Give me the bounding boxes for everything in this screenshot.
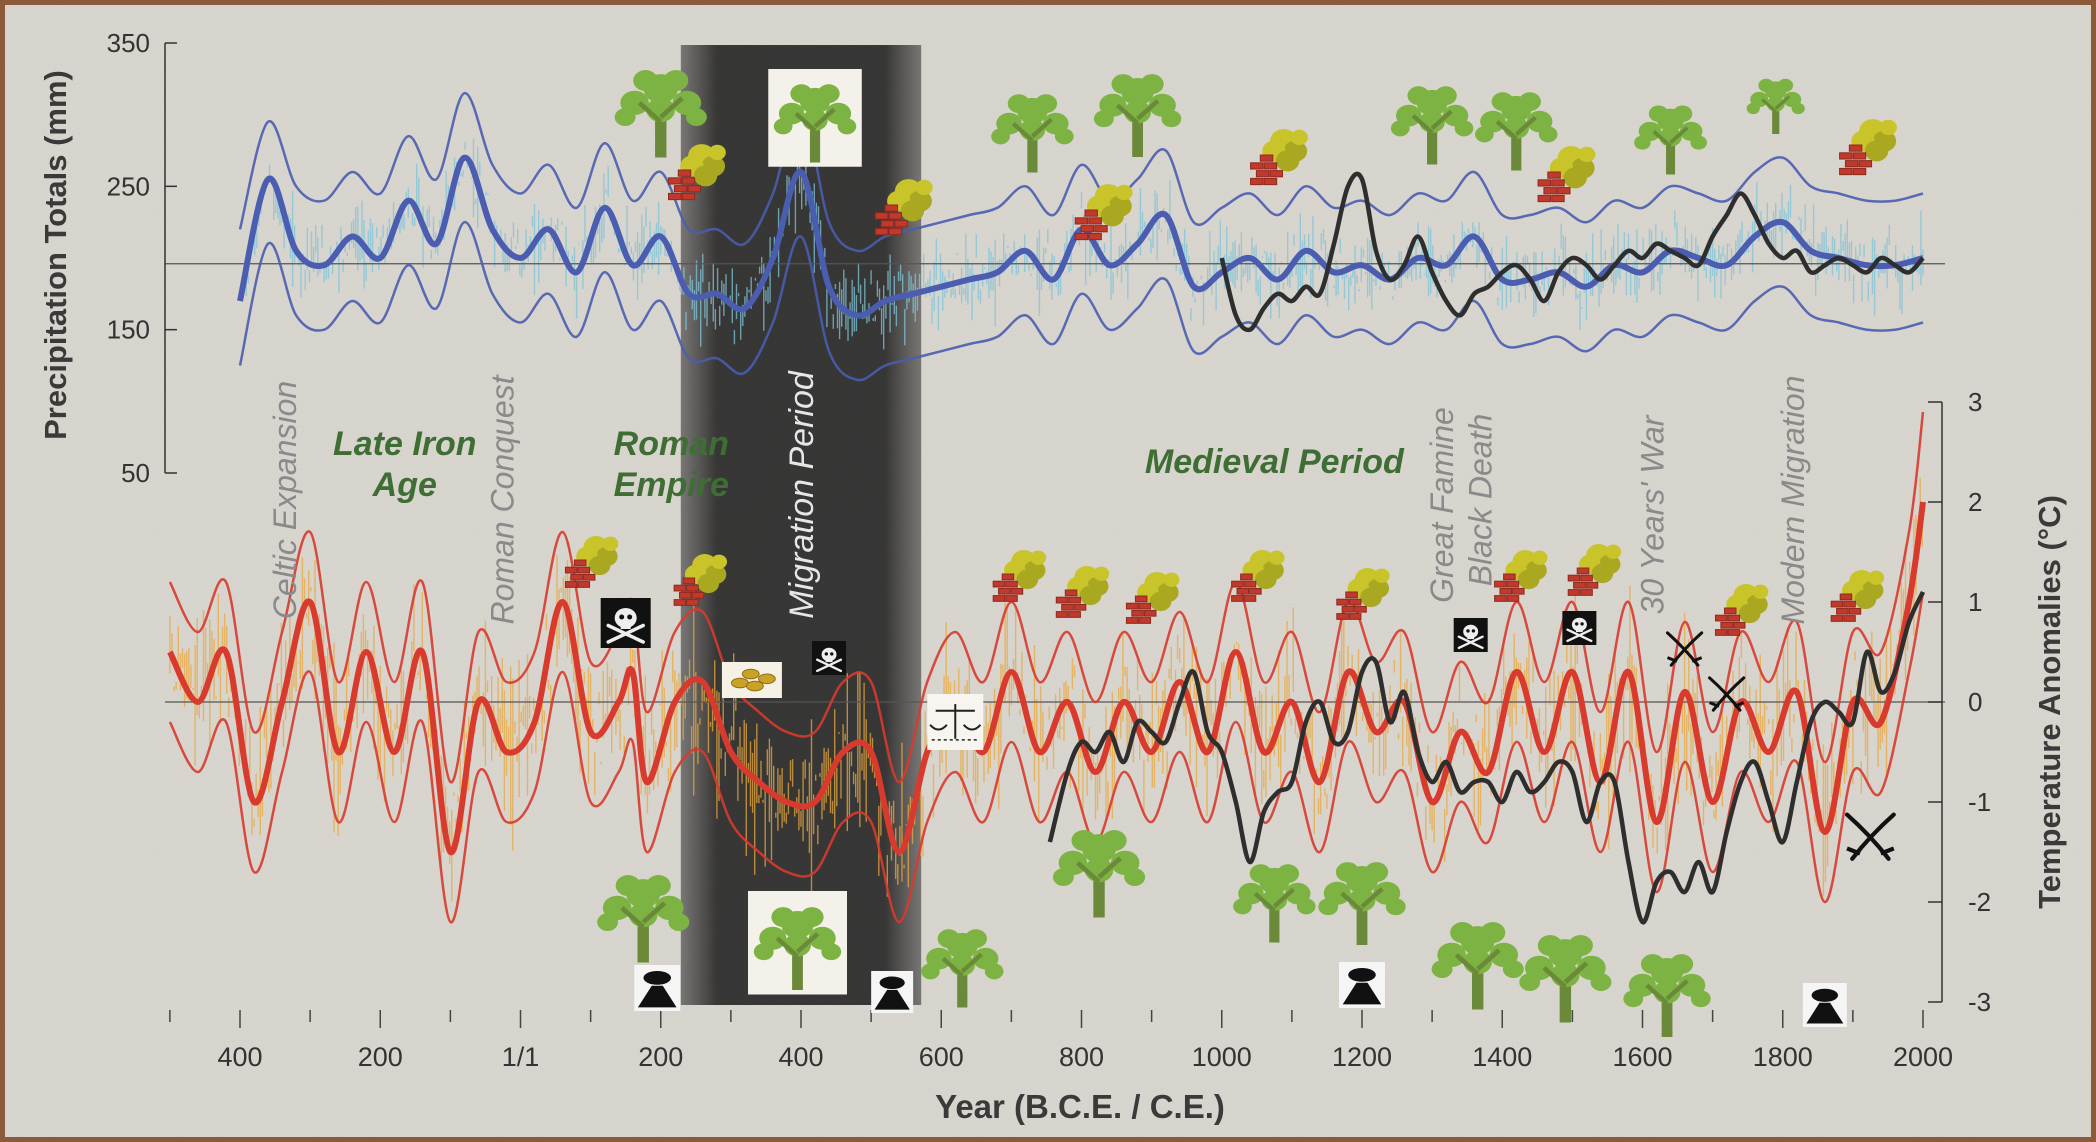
volcano-icon — [871, 971, 914, 1013]
migration-period-label: Migration Period — [783, 370, 821, 619]
precipitation-y-tick-label: 150 — [107, 315, 150, 345]
ruin-icon — [1336, 568, 1390, 620]
precipitation-y-tick-label: 250 — [107, 171, 150, 201]
gold-icon — [721, 662, 782, 698]
skull-icon — [812, 641, 847, 675]
tree-icon — [1519, 935, 1612, 1023]
x-tick-label: 1600 — [1612, 1042, 1672, 1072]
swords-icon — [1665, 631, 1704, 667]
ruin-icon — [1567, 544, 1622, 596]
skull-icon — [600, 598, 651, 648]
ruin-icon — [1537, 146, 1596, 203]
tree-icon — [1318, 862, 1406, 945]
tree-icon — [1093, 74, 1182, 157]
skull-icon — [1562, 611, 1597, 645]
temperature-y-tick-label: 2 — [1968, 487, 1982, 517]
tree-icon — [991, 94, 1074, 173]
x-tick-label: 800 — [1059, 1042, 1104, 1072]
temperature-y-tick-label: -1 — [1968, 787, 1991, 817]
temperature-y-tick-label: -3 — [1968, 987, 1991, 1017]
event-label: 30 Years' War — [1635, 414, 1671, 614]
temperature-upper-band — [168, 411, 1925, 784]
tree-icon — [1390, 86, 1474, 165]
precipitation-y-tick-label: 350 — [107, 28, 150, 58]
x-tick-label: 200 — [638, 1042, 683, 1072]
tree-icon — [597, 875, 690, 963]
skull-icon — [1453, 618, 1488, 652]
volcano-icon — [1339, 962, 1385, 1008]
precipitation-mean-line — [237, 154, 1924, 319]
period-label: Roman — [614, 425, 729, 463]
x-tick-label: 1/1 — [502, 1042, 540, 1072]
temperature-y-tick-label: 1 — [1968, 587, 1982, 617]
event-label: Celtic Expansion — [267, 381, 303, 619]
x-axis-title: Year (B.C.E. / C.E.) — [935, 1088, 1225, 1125]
ruin-icon — [1231, 550, 1285, 602]
scales-icon — [927, 694, 984, 750]
event-label: Roman Conquest — [484, 374, 520, 624]
temperature-axis-title: Temperature Anomalies (°C) — [2032, 495, 2067, 909]
precipitation-instrumental-line — [1219, 171, 1925, 333]
temperature-instrumental-line — [1047, 591, 1926, 925]
temperature-y-tick-label: 0 — [1968, 687, 1982, 717]
period-label: Empire — [614, 466, 729, 504]
x-tick-label: 1400 — [1472, 1042, 1532, 1072]
precipitation-y-tick-label: 50 — [121, 458, 150, 488]
x-tick-label: 2000 — [1893, 1042, 1953, 1072]
tree-icon — [747, 891, 847, 995]
ruin-icon — [1494, 550, 1548, 602]
period-label: Medieval Period — [1145, 443, 1405, 481]
period-label: Late Iron — [333, 425, 477, 463]
tree-icon — [614, 70, 707, 158]
ruin-icon — [1714, 584, 1769, 636]
volcano-icon — [1802, 983, 1847, 1027]
x-tick-label: 600 — [919, 1042, 964, 1072]
tree-icon — [1623, 954, 1711, 1037]
ruin-icon — [673, 554, 728, 606]
ruin-icon — [1074, 184, 1133, 241]
ruin-icon — [992, 550, 1047, 602]
ruin-icon — [1250, 129, 1308, 186]
tree-icon — [1233, 864, 1316, 943]
period-label: Age — [372, 466, 437, 504]
tree-icon — [1052, 830, 1146, 918]
event-label: Black Death — [1463, 414, 1499, 587]
swords-icon — [1708, 676, 1746, 712]
ruin-icon — [564, 536, 619, 588]
ruin-icon — [1830, 570, 1885, 622]
x-tick-label: 1200 — [1332, 1042, 1392, 1072]
x-tick-label: 400 — [778, 1042, 823, 1072]
ruin-icon — [874, 179, 933, 236]
tree-icon — [768, 69, 862, 167]
ruin-icon — [1125, 572, 1180, 624]
tree-icon — [921, 929, 1004, 1008]
temperature-mean-line — [167, 501, 1926, 856]
ruin-icon — [668, 144, 726, 201]
tree-icon — [1431, 922, 1524, 1010]
event-label: Modern Migration — [1775, 376, 1811, 625]
swords-icon — [1844, 812, 1896, 861]
x-tick-label: 1000 — [1192, 1042, 1252, 1072]
x-tick-label: 400 — [217, 1042, 262, 1072]
volcano-icon — [634, 965, 681, 1011]
temperature-y-tick-label: 3 — [1968, 387, 1982, 417]
temperature-y-tick-label: -2 — [1968, 887, 1991, 917]
tree-icon — [1746, 78, 1805, 134]
precipitation-axis-title: Precipitation Totals (mm) — [38, 70, 73, 440]
precipitation-lower-band — [238, 220, 1924, 382]
tree-icon — [1634, 105, 1707, 175]
precipitation-upper-band — [238, 91, 1924, 253]
ruin-icon — [1055, 566, 1110, 618]
x-tick-label: 200 — [358, 1042, 403, 1072]
tree-icon — [1475, 92, 1558, 171]
event-label: Great Famine — [1424, 407, 1460, 603]
ruin-icon — [1839, 119, 1897, 176]
temperature-lower-band — [168, 591, 1925, 924]
x-tick-label: 1800 — [1753, 1042, 1813, 1072]
